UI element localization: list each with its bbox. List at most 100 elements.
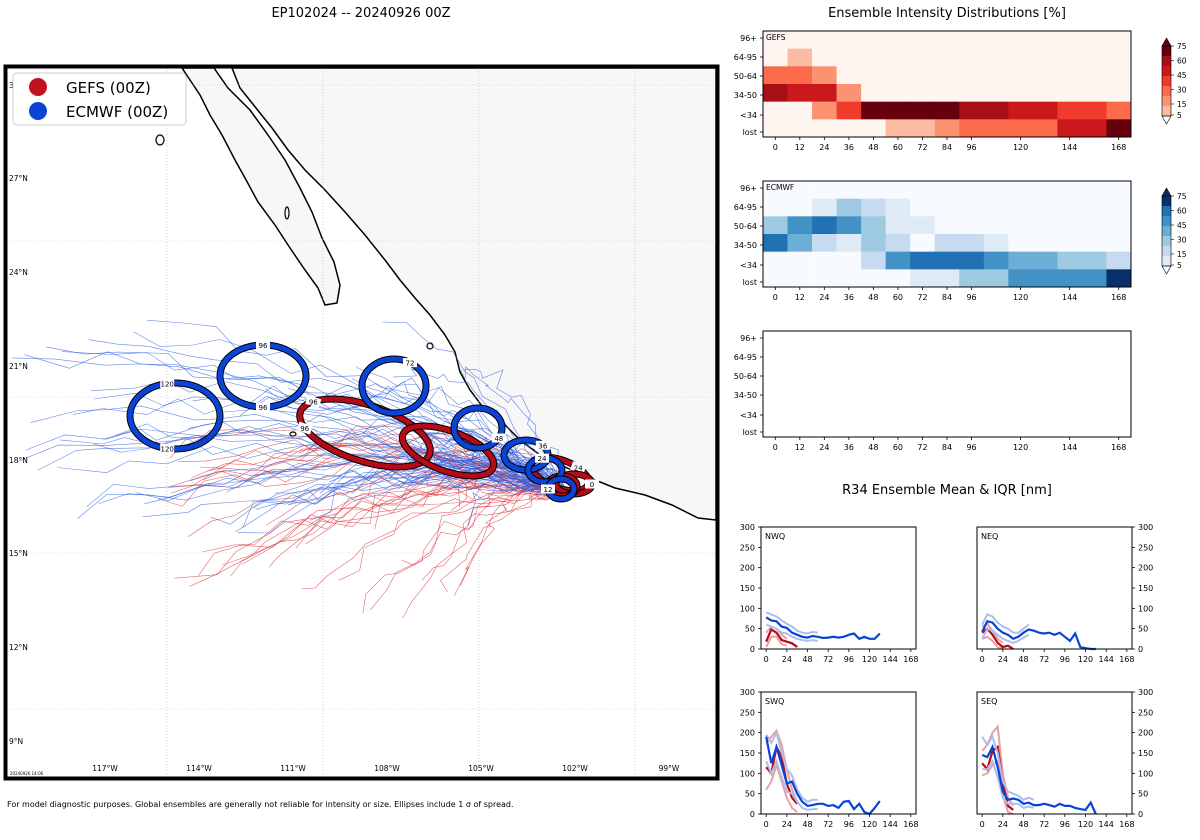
heatmap-y-tick: 34-50 (734, 241, 757, 250)
heatmap-y-tick: <34 (740, 111, 757, 120)
heatmap-cell (1057, 216, 1107, 235)
r34-y-tick: 0 (1138, 810, 1143, 819)
heatmap-cell (983, 269, 1009, 288)
colorbar-tick: 15 (1177, 100, 1187, 109)
heatmap-cell (959, 216, 985, 235)
heatmap-cell (959, 31, 985, 49)
track-line (242, 465, 566, 528)
island (155, 134, 165, 146)
heatmap-cell (812, 251, 837, 270)
heatmap-x-tick: 36 (844, 143, 854, 152)
heatmap-cell (787, 101, 813, 120)
r34-y-tick: 100 (740, 769, 755, 778)
heatmap-cell (1057, 66, 1107, 85)
r34-x-tick: 168 (903, 655, 918, 664)
track-line (370, 491, 566, 611)
heatmap-cell (763, 181, 788, 199)
heatmap-x-tick: 24 (819, 293, 829, 302)
ecmwf-ellipse-96: 96 96 (216, 340, 310, 412)
r34-x-tick: 120 (1078, 655, 1093, 664)
heatmap-cell (910, 269, 936, 288)
heatmap-cell (1008, 31, 1058, 49)
heatmap-cell (1106, 101, 1132, 120)
r34-iqr-line (765, 623, 818, 642)
lon-label: 114°W (186, 764, 212, 773)
colorbar-tick: 5 (1177, 261, 1182, 270)
heatmap-cell (836, 84, 862, 102)
heatmap-x-tick: 60 (893, 143, 903, 152)
track-line (356, 366, 566, 493)
r34-mean-line (765, 616, 881, 641)
track-line (242, 477, 566, 565)
ellipse-label: 48 (494, 435, 503, 443)
track-line (86, 458, 566, 508)
heatmap-cell (763, 31, 788, 49)
ellipse-label-bg (535, 440, 550, 450)
track-line (16, 434, 566, 493)
heatmap-cell (959, 269, 985, 288)
r34-y-tick: 300 (740, 688, 755, 697)
r34-y-tick: 100 (1138, 604, 1153, 613)
r34-iqr-line (765, 761, 798, 813)
track-line (302, 487, 566, 589)
heatmap-cell (836, 48, 862, 67)
heatmap-cell (1106, 84, 1132, 102)
heatmap-cell (787, 251, 813, 270)
heatmap-cell (836, 101, 862, 120)
heatmap-y-tick: lost (743, 128, 757, 137)
island (284, 206, 290, 220)
lon-label: 102°W (562, 764, 588, 773)
legend-box (12, 72, 187, 126)
heatmap-cell (1057, 119, 1107, 138)
colorbar-tick: 5 (1177, 111, 1182, 120)
mainland-mexico (231, 68, 716, 521)
heatmap-cell (763, 269, 788, 288)
colorbar: 75 60 45 30 15 5 (1161, 37, 1187, 125)
heatmap-cell (1106, 48, 1132, 67)
r34-y-tick: 250 (1138, 708, 1153, 717)
heatmap-cell (959, 251, 985, 270)
colorbar-tick: 45 (1177, 221, 1187, 230)
r34-y-tick: 100 (740, 604, 755, 613)
heatmap-cell (812, 101, 837, 120)
track-line (222, 483, 566, 566)
heatmap-cell (836, 234, 862, 252)
heatmap-cell (983, 101, 1009, 120)
ecmwf-ellipse-24: 24 (524, 453, 566, 486)
ellipse-label-bg (256, 402, 270, 412)
heatmap-cell (885, 48, 911, 67)
heatmap-cell (983, 66, 1009, 85)
heatmap-x-tick: 48 (868, 293, 878, 302)
r34-panel-seq: SEQ 0 24 48 72 96 120 144 168 300 250 200 150 100 50 0 (976, 688, 1153, 829)
heatmap-cell (763, 216, 788, 235)
lat-label: 24°N (9, 268, 28, 277)
ellipse-label-bg (256, 340, 270, 350)
heatmap-cell (1057, 198, 1107, 217)
heatmap-cell (787, 269, 813, 288)
heatmap-cell (812, 66, 837, 85)
heatmap-cell (1008, 101, 1058, 120)
heatmap-cell (983, 216, 1009, 235)
heatmap-x-tick: 168 (1111, 143, 1126, 152)
heatmap-cell (861, 216, 886, 235)
heatmap-cell (910, 234, 936, 252)
r34-y-tick: 200 (1138, 564, 1153, 573)
track-line (274, 454, 566, 494)
r34-mean-line (765, 627, 798, 648)
heatmap-cell (959, 181, 985, 199)
legend-ecmwf-marker (29, 102, 47, 120)
track-line (439, 483, 566, 592)
heatmap-cell (1057, 251, 1107, 270)
ellipse-label: 96 (300, 425, 309, 433)
heatmap-y-tick: 50-64 (734, 222, 757, 231)
colorbar-tick: 60 (1177, 57, 1187, 66)
r34-x-tick: 96 (844, 820, 854, 829)
r34-x-tick: 120 (862, 655, 877, 664)
heatmap-cell (836, 119, 862, 138)
heatmap-cell (836, 198, 862, 217)
heatmap-cell (934, 251, 960, 270)
heatmap-x-tick: 60 (893, 443, 903, 452)
lat-label: 12°N (9, 643, 28, 652)
